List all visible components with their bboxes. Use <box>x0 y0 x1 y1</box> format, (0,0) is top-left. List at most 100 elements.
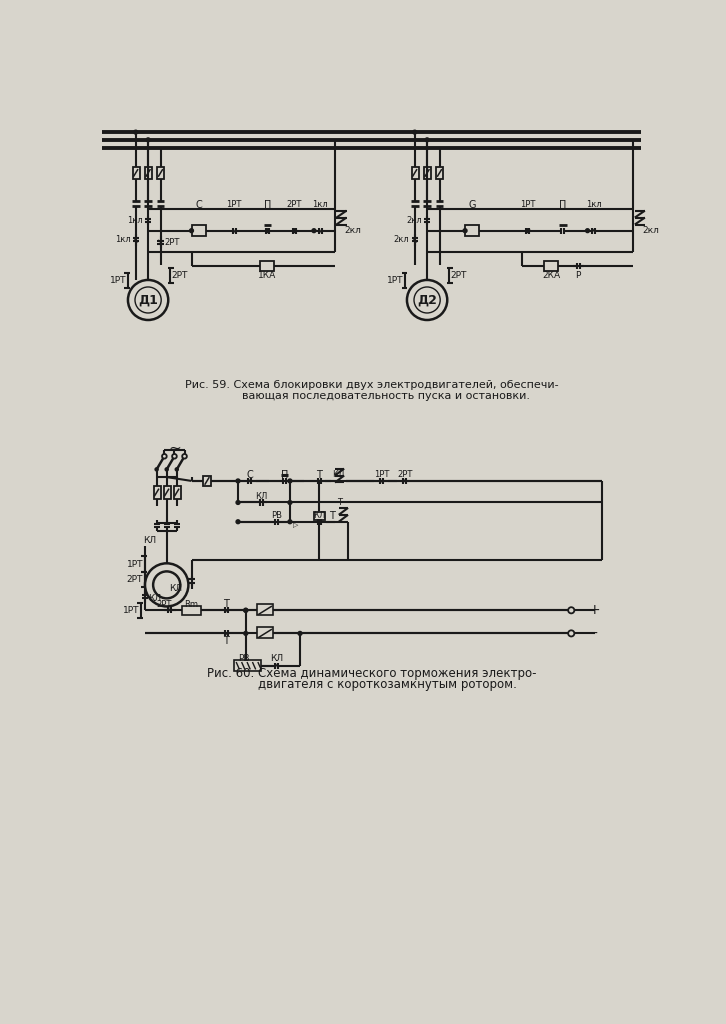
Circle shape <box>145 563 189 606</box>
Circle shape <box>165 468 168 471</box>
Text: 1РТ: 1РТ <box>520 200 536 209</box>
Circle shape <box>244 608 248 612</box>
Text: Д1: Д1 <box>138 294 158 306</box>
Bar <box>412 167 419 179</box>
Circle shape <box>134 130 138 134</box>
Text: 2РТ: 2РТ <box>157 600 172 608</box>
Bar <box>261 261 274 270</box>
Circle shape <box>586 228 590 232</box>
Text: 2кл: 2кл <box>406 216 422 225</box>
Circle shape <box>463 228 467 232</box>
Text: КЛ: КЛ <box>313 511 325 520</box>
Text: ▷: ▷ <box>293 522 299 528</box>
Circle shape <box>414 287 440 313</box>
Text: 2кл: 2кл <box>344 226 361 236</box>
Circle shape <box>298 632 302 635</box>
Text: Rm: Rm <box>184 600 198 608</box>
Text: 2КА: 2КА <box>542 270 560 280</box>
Text: 1РТ: 1РТ <box>126 559 143 568</box>
Text: КЛ: КЛ <box>333 470 345 479</box>
Text: Рис. 60. Схема динамического торможения электро-: Рис. 60. Схема динамического торможения … <box>208 667 537 680</box>
Text: 2РТ: 2РТ <box>171 270 187 280</box>
Text: вающая последовательность пуска и остановки.: вающая последовательность пуска и остано… <box>214 391 530 401</box>
Text: 2кл: 2кл <box>643 226 659 236</box>
Text: С: С <box>246 470 253 480</box>
Text: -: - <box>592 627 597 640</box>
Text: 1РТ: 1РТ <box>123 606 139 614</box>
Circle shape <box>162 454 167 459</box>
Text: Т: Т <box>224 636 229 646</box>
Text: П: П <box>559 200 566 210</box>
Bar <box>424 167 431 179</box>
Circle shape <box>288 479 292 483</box>
Text: Т: Т <box>317 470 322 480</box>
Text: +: + <box>589 603 600 617</box>
Circle shape <box>236 501 240 505</box>
Bar <box>544 261 558 270</box>
Text: двигателя с короткозамкнутым ротором.: двигателя с короткозамкнутым ротором. <box>228 679 516 691</box>
Text: 1РТ: 1РТ <box>227 200 242 209</box>
Circle shape <box>175 468 179 471</box>
Text: 1кл: 1кл <box>312 200 328 209</box>
Text: С: С <box>196 200 203 210</box>
Text: G: G <box>468 200 476 210</box>
Circle shape <box>128 280 168 319</box>
Text: Т: Т <box>224 599 229 609</box>
Bar <box>192 225 206 237</box>
Circle shape <box>135 287 161 313</box>
Circle shape <box>172 454 176 459</box>
Text: Д2: Д2 <box>417 294 437 306</box>
Text: Рис. 59. Схема блокировки двух электродвигателей, обеспечи-: Рис. 59. Схема блокировки двух электродв… <box>185 380 559 390</box>
Text: 2РТ: 2РТ <box>450 270 466 280</box>
Circle shape <box>288 501 292 505</box>
Bar <box>465 225 479 237</box>
Text: 2кл: 2кл <box>393 236 409 245</box>
Bar <box>153 486 160 499</box>
Circle shape <box>568 631 574 637</box>
Text: 1кл: 1кл <box>127 216 143 225</box>
Text: КЛ: КЛ <box>255 492 267 501</box>
Text: 1РТ: 1РТ <box>387 276 404 286</box>
Bar <box>174 486 181 499</box>
Circle shape <box>155 468 158 471</box>
Text: Т: Т <box>337 498 342 507</box>
Circle shape <box>146 138 150 141</box>
Text: КЛ: КЛ <box>270 653 283 663</box>
Bar <box>145 167 152 179</box>
Text: 1кл: 1кл <box>586 200 602 209</box>
Text: 2РТ: 2РТ <box>164 238 180 247</box>
Circle shape <box>152 570 181 599</box>
Circle shape <box>293 228 296 232</box>
Circle shape <box>407 280 447 319</box>
Text: 1РТ: 1РТ <box>374 470 389 479</box>
Text: КЛ: КЛ <box>169 585 182 593</box>
Circle shape <box>244 632 248 635</box>
Circle shape <box>413 130 417 134</box>
Circle shape <box>312 228 316 232</box>
Text: РВ: РВ <box>238 653 250 663</box>
Bar <box>314 512 325 520</box>
Bar <box>158 167 164 179</box>
Text: Р: Р <box>576 270 581 280</box>
Circle shape <box>526 228 530 232</box>
Text: 1кл: 1кл <box>115 236 131 245</box>
Text: КЛ: КЛ <box>147 594 161 603</box>
Bar <box>258 604 273 614</box>
Bar <box>182 605 201 614</box>
Bar <box>234 660 261 671</box>
Bar <box>436 167 444 179</box>
Circle shape <box>244 608 248 612</box>
Text: 1КА: 1КА <box>258 270 277 280</box>
Circle shape <box>425 138 429 141</box>
Circle shape <box>189 228 193 232</box>
Circle shape <box>568 607 574 613</box>
Circle shape <box>182 454 187 459</box>
Circle shape <box>236 479 240 483</box>
Circle shape <box>266 228 269 232</box>
Text: 2РТ: 2РТ <box>127 575 143 584</box>
Text: РВ: РВ <box>272 511 282 520</box>
Text: Т: Т <box>329 511 335 520</box>
Bar <box>203 475 211 486</box>
Text: 2РТ: 2РТ <box>287 200 302 209</box>
Bar <box>163 486 171 499</box>
